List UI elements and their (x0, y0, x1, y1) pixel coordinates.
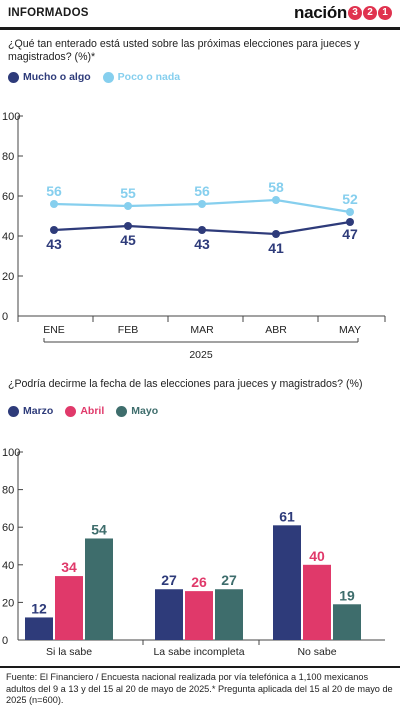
data-label: 34 (61, 559, 77, 575)
data-point (346, 218, 354, 226)
section-title: INFORMADOS (8, 7, 89, 19)
data-label: 43 (46, 236, 62, 252)
x-tick-label: No sabe (297, 646, 336, 658)
data-label: 56 (194, 183, 210, 199)
legend-dot-mucho (8, 71, 19, 83)
data-point (346, 208, 354, 216)
data-label: 54 (91, 521, 107, 537)
brand-logo: nación 3 2 1 (294, 3, 392, 23)
logo-digit-3: 1 (378, 6, 392, 20)
legend-item-poco: Poco o nada (102, 71, 181, 83)
data-label: 55 (120, 185, 136, 201)
bar-chart-question: ¿Podría decirme la fecha de las eleccion… (8, 378, 363, 390)
data-point (124, 202, 132, 210)
data-point (50, 226, 58, 234)
y-tick-label: 80 (2, 151, 14, 163)
legend-label-mayo: Mayo (131, 405, 159, 417)
legend-label-marzo: Marzo (23, 405, 54, 417)
data-label: 40 (309, 548, 325, 564)
data-label: 47 (342, 226, 358, 242)
bar-chart: 0 20 40 60 80 100 Si la sabe 12 34 54 La sabe inco… (2, 447, 385, 658)
x-tick-label: ENE (43, 324, 65, 336)
y-tick-label: 80 (2, 485, 14, 497)
bar-abril (185, 591, 213, 640)
source-footnote: Fuente: El Financiero / Encuesta naciona… (6, 672, 393, 705)
bar-mayo (333, 604, 361, 640)
data-label: 43 (194, 236, 210, 252)
data-label: 12 (31, 600, 47, 616)
y-tick-label: 40 (2, 231, 14, 243)
bar-marzo (25, 617, 53, 640)
legend-item-mayo: Mayo (116, 405, 158, 417)
data-label: 27 (161, 572, 177, 588)
y-tick-label: 100 (2, 111, 20, 123)
x-tick-label: Si la sabe (46, 646, 92, 658)
data-point (272, 230, 280, 238)
legend-label-poco: Poco o nada (117, 71, 181, 83)
legend-label-abril: Abril (80, 405, 105, 417)
data-label: 58 (268, 179, 284, 195)
data-label: 56 (46, 183, 62, 199)
data-point (198, 226, 206, 234)
y-tick-label: 0 (2, 311, 8, 323)
line-chart-question: ¿Qué tan enterado está usted sobre las p… (8, 38, 360, 63)
line-chart: 0 20 40 60 80 100 ENE FEB MAR ABR MAY 2025 43 45 43 41 4… (2, 111, 386, 361)
x-tick-label: MAY (339, 324, 361, 336)
y-tick-label: 0 (2, 635, 8, 647)
legend-dot-poco (102, 71, 114, 83)
x-tick-label: ABR (265, 324, 287, 336)
header-bar: INFORMADOS nación 3 2 1 (0, 0, 400, 30)
legend-label-mucho: Mucho o algo (23, 71, 91, 83)
bar-mayo (85, 538, 113, 640)
data-label: 45 (120, 232, 136, 248)
legend-dot-mayo (116, 405, 128, 417)
legend-item-abril: Abril (65, 405, 104, 417)
data-point (272, 196, 280, 204)
bar-chart-legend: Marzo Abril Mayo (8, 405, 170, 417)
logo-wordmark: nación (294, 3, 347, 22)
bar-mayo (215, 589, 243, 640)
logo-digit-2: 2 (363, 6, 377, 20)
x-tick-label: FEB (118, 324, 138, 336)
legend-dot-abril (65, 405, 77, 417)
data-label: 27 (221, 572, 237, 588)
y-tick-label: 100 (2, 447, 20, 459)
y-tick-label: 20 (2, 271, 14, 283)
x-axis-label: 2025 (189, 349, 213, 361)
line-chart-legend: Mucho o algo Poco o nada (8, 71, 192, 83)
data-label: 61 (279, 508, 295, 524)
data-label: 52 (342, 191, 358, 207)
y-tick-label: 60 (2, 522, 14, 534)
y-tick-label: 60 (2, 191, 14, 203)
footer-rule (0, 666, 400, 668)
header-rule (0, 27, 400, 30)
y-tick-label: 40 (2, 560, 14, 572)
bar-abril (55, 576, 83, 640)
data-label: 19 (339, 587, 355, 603)
x-tick-label: MAR (190, 324, 214, 336)
legend-dot-marzo (8, 405, 19, 417)
bar-marzo (155, 589, 183, 640)
data-label: 41 (268, 240, 284, 256)
data-label: 26 (191, 574, 207, 590)
x-tick-label: La sabe incompleta (153, 646, 244, 658)
logo-digit-1: 3 (348, 6, 362, 20)
data-point (124, 222, 132, 230)
data-point (50, 200, 58, 208)
bar-marzo (273, 525, 301, 640)
data-point (198, 200, 206, 208)
legend-item-marzo: Marzo (8, 405, 53, 417)
legend-item-mucho: Mucho o algo (8, 71, 91, 83)
y-tick-label: 20 (2, 597, 14, 609)
bar-abril (303, 564, 331, 640)
